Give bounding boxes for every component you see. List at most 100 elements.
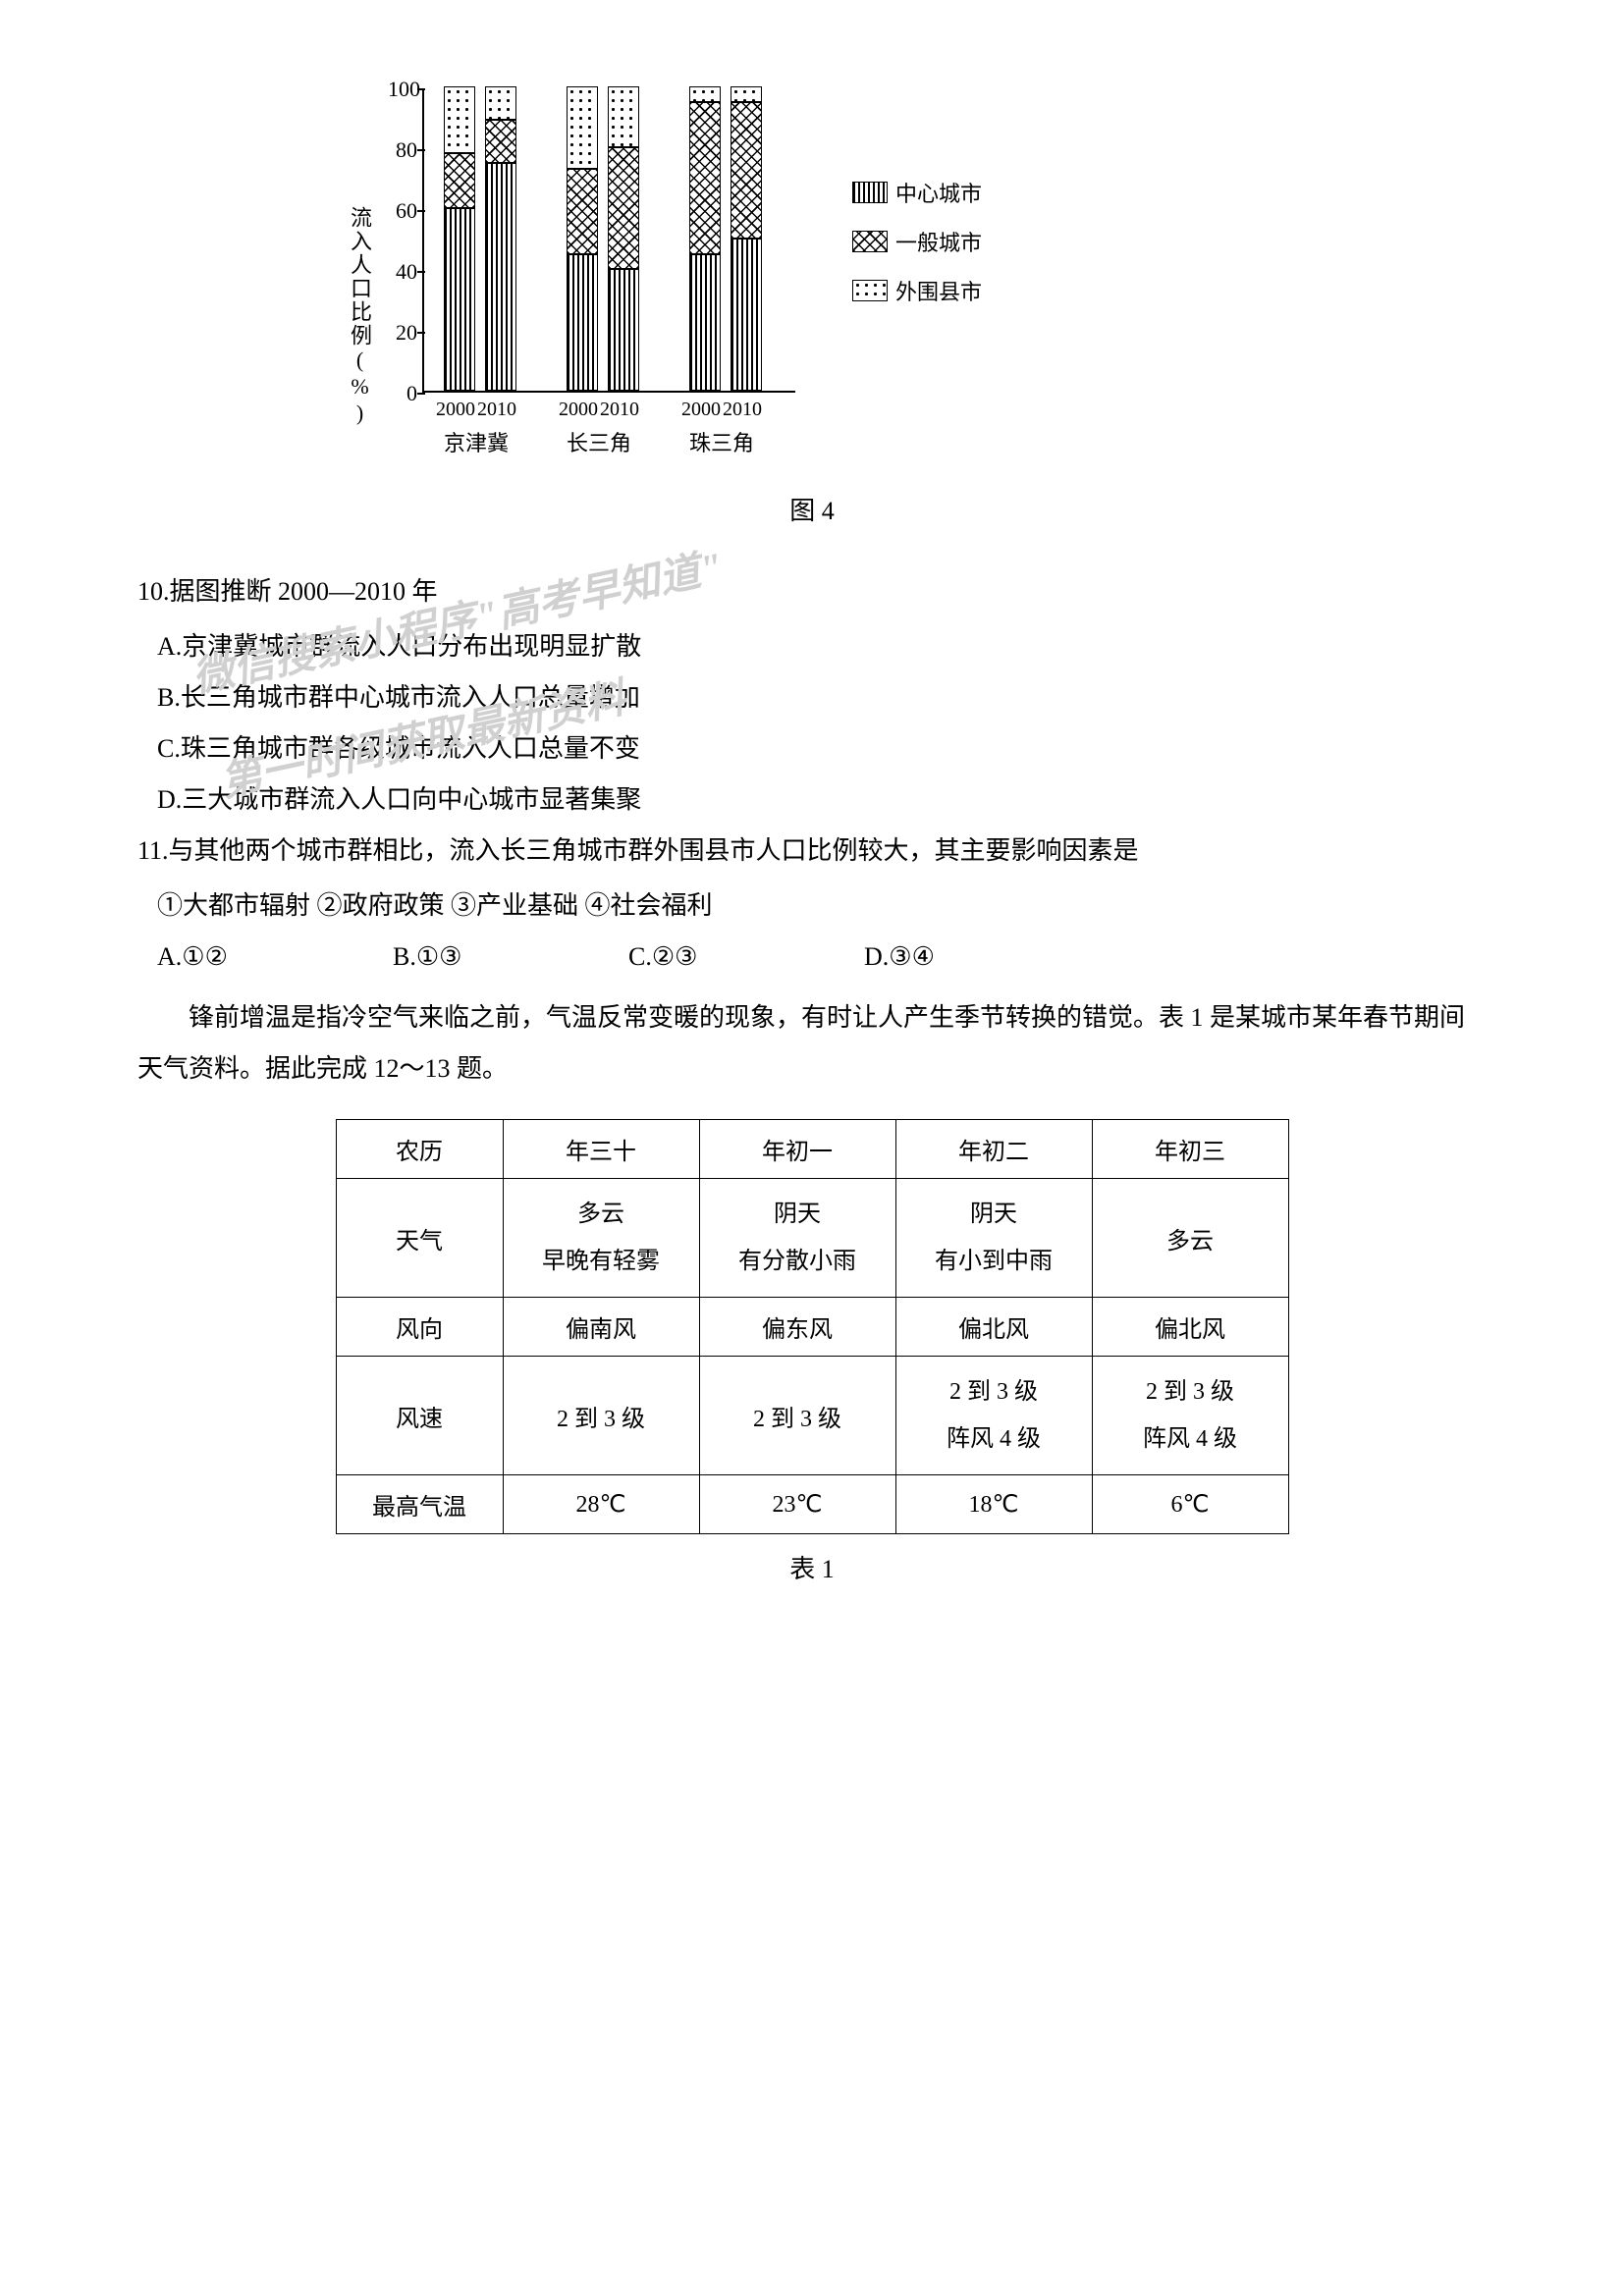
table-cell: 阴天有分散小雨 [699, 1179, 895, 1298]
bar-segment [608, 147, 639, 269]
x-year-label: 2000 [681, 399, 721, 421]
bar [567, 86, 598, 391]
y-tick-label: 100 [388, 77, 417, 102]
bar [689, 86, 721, 391]
bar-chart-figure: 流入人口比例(%) 020406080100 20002010200020102… [334, 79, 1001, 471]
legend-label: 一般城市 [895, 226, 982, 257]
table-cell: 2 到 3 级阵风 4 级 [1092, 1357, 1288, 1475]
x-year-label: 2010 [723, 399, 762, 421]
q10-option-d: D.三大城市群流入人口向中心城市显著集聚 [157, 774, 1487, 826]
table-cell-line: 2 到 3 级 [896, 1368, 1092, 1415]
table-cell-line: 阵风 4 级 [896, 1415, 1092, 1463]
y-tick-mark [417, 393, 425, 395]
table-cell: 多云早晚有轻雾 [503, 1179, 699, 1298]
table-cell: 28℃ [503, 1475, 699, 1534]
table-cell: 2 到 3 级 [699, 1357, 895, 1475]
table-row: 最高气温28℃23℃18℃6℃ [336, 1475, 1288, 1534]
intro-paragraph: 锋前增温是指冷空气来临之前，气温反常变暖的现象，有时让人产生季节转换的错觉。表 … [137, 992, 1487, 1095]
table-cell: 阴天有小到中雨 [895, 1179, 1092, 1298]
q11-option-c: C.②③ [628, 932, 864, 983]
y-axis-label: 流入人口比例(%) [344, 206, 375, 427]
bar-segment [731, 86, 762, 102]
bar [444, 86, 475, 391]
question-11-stem: 11.与其他两个城市群相比，流入长三角城市群外围县市人口比例较大，其主要影响因素… [137, 826, 1487, 877]
x-year-label: 2000 [436, 399, 475, 421]
x-group-label: 长三角 [567, 426, 631, 457]
table-cell: 偏北风 [895, 1298, 1092, 1357]
y-tick-label: 20 [388, 320, 417, 346]
legend-swatch [852, 231, 888, 252]
bar-segment [485, 163, 516, 392]
table-cell-line: 2 到 3 级 [1093, 1368, 1288, 1415]
bar [485, 86, 516, 391]
x-year-label: 2000 [559, 399, 598, 421]
table-row-label: 最高气温 [336, 1475, 503, 1534]
table-cell: 偏南风 [503, 1298, 699, 1357]
table-cell: 多云 [1092, 1179, 1288, 1298]
table-header-cell: 年初三 [1092, 1120, 1288, 1179]
q11-option-a: A.①② [157, 932, 393, 983]
bar [608, 86, 639, 391]
legend-item: 一般城市 [852, 226, 982, 257]
bar-segment [567, 86, 598, 169]
table-row-label: 天气 [336, 1179, 503, 1298]
table-row: 风速2 到 3 级2 到 3 级2 到 3 级阵风 4 级2 到 3 级阵风 4… [336, 1357, 1288, 1475]
bar [731, 86, 762, 391]
table-header-cell: 年初一 [699, 1120, 895, 1179]
legend-item: 外围县市 [852, 275, 982, 306]
q11-sub-options: ①大都市辐射 ②政府政策 ③产业基础 ④社会福利 [157, 881, 1487, 932]
y-tick-label: 80 [388, 137, 417, 163]
table-cell-line: 有分散小雨 [700, 1238, 895, 1285]
table-cell: 23℃ [699, 1475, 895, 1534]
table-cell: 2 到 3 级阵风 4 级 [895, 1357, 1092, 1475]
bar-segment [444, 153, 475, 208]
table-cell-line: 阴天 [700, 1191, 895, 1238]
table-row: 风向偏南风偏东风偏北风偏北风 [336, 1298, 1288, 1357]
q11-option-d: D.③④ [864, 932, 1100, 983]
table-cell-line: 多云 [504, 1191, 699, 1238]
bar-segment [689, 102, 721, 254]
bar-segment [689, 254, 721, 392]
q10-option-c: C.珠三角城市群各级城市流入人口总量不变 [157, 723, 1487, 774]
y-tick-label: 60 [388, 198, 417, 224]
x-year-label: 2010 [477, 399, 516, 421]
q10-option-b: B.长三角城市群中心城市流入人口总量增加 [157, 672, 1487, 723]
bar-segment [567, 254, 598, 392]
table-row-label: 风向 [336, 1298, 503, 1357]
x-group-label: 珠三角 [689, 426, 754, 457]
weather-table: 农历年三十年初一年初二年初三天气多云早晚有轻雾阴天有分散小雨阴天有小到中雨多云风… [336, 1119, 1289, 1534]
table-caption: 表 1 [137, 1549, 1487, 1585]
table-header-cell: 年初二 [895, 1120, 1092, 1179]
chart-plot-area [422, 88, 795, 393]
bar-segment [731, 102, 762, 240]
table-row-label: 风速 [336, 1357, 503, 1475]
table-cell-line: 有小到中雨 [896, 1238, 1092, 1285]
table-cell-line: 阴天 [896, 1191, 1092, 1238]
figure-caption: 图 4 [137, 491, 1487, 527]
q10-option-a: A.京津冀城市群流入人口分布出现明显扩散 [157, 621, 1487, 672]
bar-segment [567, 169, 598, 254]
table-cell: 6℃ [1092, 1475, 1288, 1534]
x-group-label: 京津冀 [444, 426, 509, 457]
table-cell-line: 早晚有轻雾 [504, 1238, 699, 1285]
legend-label: 中心城市 [895, 177, 982, 208]
table-header-cell: 年三十 [503, 1120, 699, 1179]
bar-segment [608, 269, 639, 391]
table-cell: 偏北风 [1092, 1298, 1288, 1357]
q11-option-b: B.①③ [393, 932, 628, 983]
bar-segment [444, 86, 475, 153]
legend-swatch [852, 280, 888, 301]
x-year-label: 2010 [600, 399, 639, 421]
table-row: 天气多云早晚有轻雾阴天有分散小雨阴天有小到中雨多云 [336, 1179, 1288, 1298]
bar-segment [608, 86, 639, 147]
table-cell: 偏东风 [699, 1298, 895, 1357]
y-tick-label: 40 [388, 259, 417, 285]
chart-legend: 中心城市一般城市外围县市 [852, 177, 982, 324]
question-10-stem: 10.据图推断 2000—2010 年 [137, 566, 1487, 617]
table-cell: 2 到 3 级 [503, 1357, 699, 1475]
legend-item: 中心城市 [852, 177, 982, 208]
y-tick-label: 0 [388, 381, 417, 406]
legend-swatch [852, 182, 888, 203]
table-cell-line: 阵风 4 级 [1093, 1415, 1288, 1463]
bar-segment [485, 120, 516, 162]
